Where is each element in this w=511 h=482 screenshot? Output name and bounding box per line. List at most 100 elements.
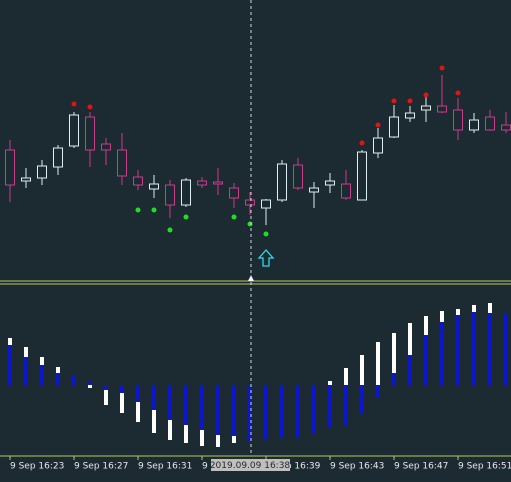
signal-dot <box>439 65 445 71</box>
x-tick-label: 9 Sep 16:51 <box>458 462 511 472</box>
signal-dot <box>135 207 141 213</box>
histogram-bar <box>24 357 28 385</box>
histogram-bar <box>344 385 348 425</box>
candle-body <box>293 164 303 189</box>
histogram-bar <box>40 365 44 385</box>
histogram-bar <box>456 315 460 385</box>
histogram-bar <box>296 385 300 437</box>
candle-body <box>389 116 399 138</box>
histogram-bar <box>104 385 108 390</box>
histogram-bar <box>392 333 396 385</box>
signal-dot <box>263 231 269 237</box>
crosshair-label-box <box>211 459 290 471</box>
candle-body <box>5 149 15 186</box>
candle-body <box>357 151 367 201</box>
histogram-bar <box>56 373 60 385</box>
candle-body <box>37 165 47 179</box>
x-tick-label: 9 Sep 16:27 <box>74 462 128 472</box>
histogram-bar <box>232 385 236 436</box>
candle-body <box>149 183 159 190</box>
candle-body <box>213 181 223 185</box>
candle-body <box>501 124 511 131</box>
histogram-bar <box>392 373 396 385</box>
histogram-bar <box>408 323 412 385</box>
histogram-bar <box>280 385 284 438</box>
histogram-bar <box>360 385 364 413</box>
candle-body <box>325 180 335 186</box>
x-tick-label: 9 Sep 16:43 <box>330 462 384 472</box>
candle-body <box>197 180 207 186</box>
candle-body <box>229 187 239 199</box>
x-tick-label: 9 Sep 16:47 <box>394 462 448 472</box>
histogram-bar <box>360 355 364 385</box>
histogram-bar <box>376 342 380 385</box>
histogram-bar <box>328 385 332 428</box>
candle-body <box>101 143 111 151</box>
candle-body <box>373 137 383 154</box>
x-tick-label: 9 Sep 16:23 <box>10 462 64 472</box>
candle-body <box>421 105 431 111</box>
signal-dot <box>407 98 413 104</box>
signal-dot <box>87 104 93 110</box>
histogram-bar <box>200 385 204 430</box>
candle-body <box>405 112 415 119</box>
x-tick-label: 9 Sep 16:31 <box>138 462 192 472</box>
histogram-bar <box>104 385 108 405</box>
histogram-bar <box>472 312 476 385</box>
histogram-bar <box>72 376 76 385</box>
histogram-bar <box>504 314 508 385</box>
signal-dot <box>71 101 77 107</box>
candle-body <box>53 147 63 168</box>
histogram-bar <box>136 385 140 402</box>
histogram-bar <box>344 368 348 385</box>
candle-body <box>133 176 143 186</box>
histogram-bar <box>328 381 332 385</box>
x-tick-label: 9 Sep 16:39 <box>266 462 321 472</box>
histogram-bar <box>152 385 156 410</box>
candle-body <box>261 199 271 209</box>
crosshair-label: 2019.09.09 16:38 <box>210 461 291 471</box>
candle-body <box>453 109 463 131</box>
histogram-bar <box>408 355 412 385</box>
histogram-bar <box>488 313 492 385</box>
signal-dot <box>183 214 189 220</box>
candle-body <box>437 105 447 113</box>
histogram-bar <box>88 382 92 385</box>
candle-body <box>245 199 255 206</box>
price-pane <box>5 65 511 237</box>
candle-body <box>181 179 191 206</box>
histogram-bar <box>168 385 172 420</box>
candle-body <box>277 163 287 201</box>
histogram-bar <box>88 385 92 388</box>
signal-dot <box>423 92 429 98</box>
histogram-pane <box>8 303 508 447</box>
histogram-bar <box>376 385 380 397</box>
histogram-bar <box>248 385 252 441</box>
signal-dot <box>455 90 461 96</box>
candle-body <box>69 114 79 147</box>
signal-dot <box>375 122 381 128</box>
signal-dot <box>167 227 173 233</box>
signal-dot <box>231 214 237 220</box>
candle-body <box>485 116 495 131</box>
histogram-bar <box>440 322 444 385</box>
candle-body <box>341 183 351 199</box>
candle-body <box>117 149 127 177</box>
histogram-bar <box>120 385 124 393</box>
signal-dot <box>151 207 157 213</box>
arrow-icon <box>257 249 275 267</box>
signal-dot <box>359 140 365 146</box>
candle-body <box>21 177 31 182</box>
histogram-bar <box>120 385 124 413</box>
histogram-bar <box>8 345 12 385</box>
histogram-bar <box>424 335 428 385</box>
signal-dot <box>247 221 253 227</box>
histogram-bar <box>216 385 220 435</box>
histogram-bar <box>184 385 188 425</box>
signal-dot <box>391 98 397 104</box>
histogram-bar <box>312 385 316 433</box>
candle-body <box>309 187 319 193</box>
histogram-bar <box>264 385 268 440</box>
